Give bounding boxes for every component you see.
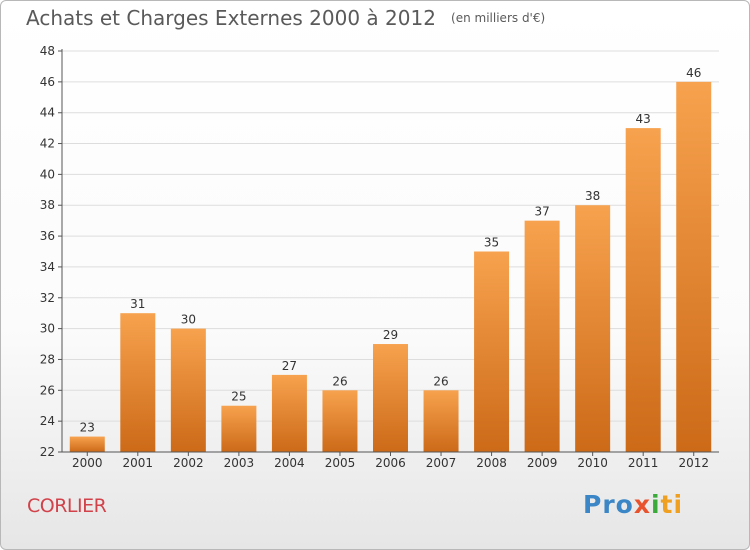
bar-value-label: 26	[332, 374, 347, 388]
bars: 23 31 30 25 27 26 29 26 35 37 38 43 46	[69, 66, 712, 452]
x-tick-label: 2010	[577, 456, 608, 470]
bar	[575, 205, 611, 452]
y-tick-label: 22	[40, 445, 55, 459]
bar	[120, 313, 156, 452]
bar	[373, 344, 408, 452]
y-tick-label: 32	[40, 291, 55, 305]
x-tick-label: 2009	[527, 456, 558, 470]
y-tick-label: 46	[40, 75, 55, 89]
bar-value-label: 26	[433, 374, 448, 388]
bar-value-label: 35	[484, 236, 499, 250]
logo-part-4: ti	[660, 490, 684, 519]
logo-part-2: x	[633, 490, 651, 519]
x-tick-label: 2012	[678, 456, 709, 470]
bar-value-label: 38	[585, 189, 600, 203]
axes: 22 24 26 28 30 32 34 36 38 40 42 44 46 48 2000 2001 2002…	[40, 44, 719, 470]
bar	[676, 81, 712, 452]
bar	[474, 251, 510, 452]
bar	[221, 405, 257, 452]
x-tick-label: 2011	[628, 456, 659, 470]
bar	[69, 436, 105, 452]
y-tick-label: 24	[40, 414, 55, 428]
x-tick-label: 2000	[72, 456, 103, 470]
x-tick-label: 2008	[476, 456, 507, 470]
bar-value-label: 23	[80, 421, 95, 435]
y-tick-label: 30	[40, 322, 55, 336]
logo-part-3: i	[650, 490, 661, 519]
y-tick-label: 36	[40, 229, 55, 243]
logo-part-1: Pro	[583, 490, 634, 519]
bar	[423, 390, 459, 452]
y-tick-label: 38	[40, 198, 55, 212]
y-tick-label: 44	[40, 106, 55, 120]
bar	[625, 128, 661, 452]
y-tick-label: 40	[40, 167, 55, 181]
y-tick-label: 42	[40, 137, 55, 151]
x-tick-label: 2004	[274, 456, 305, 470]
title-row: Achats et Charges Externes 2000 à 2012 (…	[26, 6, 545, 30]
bar-value-label: 43	[636, 112, 651, 126]
bar-value-label: 29	[383, 328, 398, 342]
x-tick-label: 2005	[325, 456, 356, 470]
y-tick-label: 28	[40, 352, 55, 366]
bar-value-label: 37	[534, 205, 549, 219]
bar	[524, 220, 560, 452]
commune-name: CORLIER	[27, 495, 107, 517]
x-tick-label: 2006	[375, 456, 406, 470]
bar-value-label: 30	[181, 313, 196, 327]
y-tick-label: 48	[40, 44, 55, 58]
y-tick-label: 26	[40, 383, 55, 397]
x-tick-label: 2007	[426, 456, 457, 470]
bar-value-label: 46	[686, 66, 701, 80]
bar	[170, 328, 206, 452]
bar-value-label: 25	[231, 390, 246, 404]
chart-title: Achats et Charges Externes 2000 à 2012	[26, 6, 436, 30]
chart-unit: (en milliers d'€)	[451, 11, 546, 25]
bar-value-label: 27	[282, 359, 297, 373]
x-tick-label: 2003	[224, 456, 255, 470]
x-tick-label: 2002	[173, 456, 204, 470]
bar-value-label: 31	[130, 297, 145, 311]
bar	[322, 390, 358, 452]
bar	[271, 374, 307, 452]
x-tick-label: 2001	[123, 456, 154, 470]
proxiti-logo: Proxiti	[583, 490, 683, 519]
y-tick-label: 34	[40, 260, 55, 274]
